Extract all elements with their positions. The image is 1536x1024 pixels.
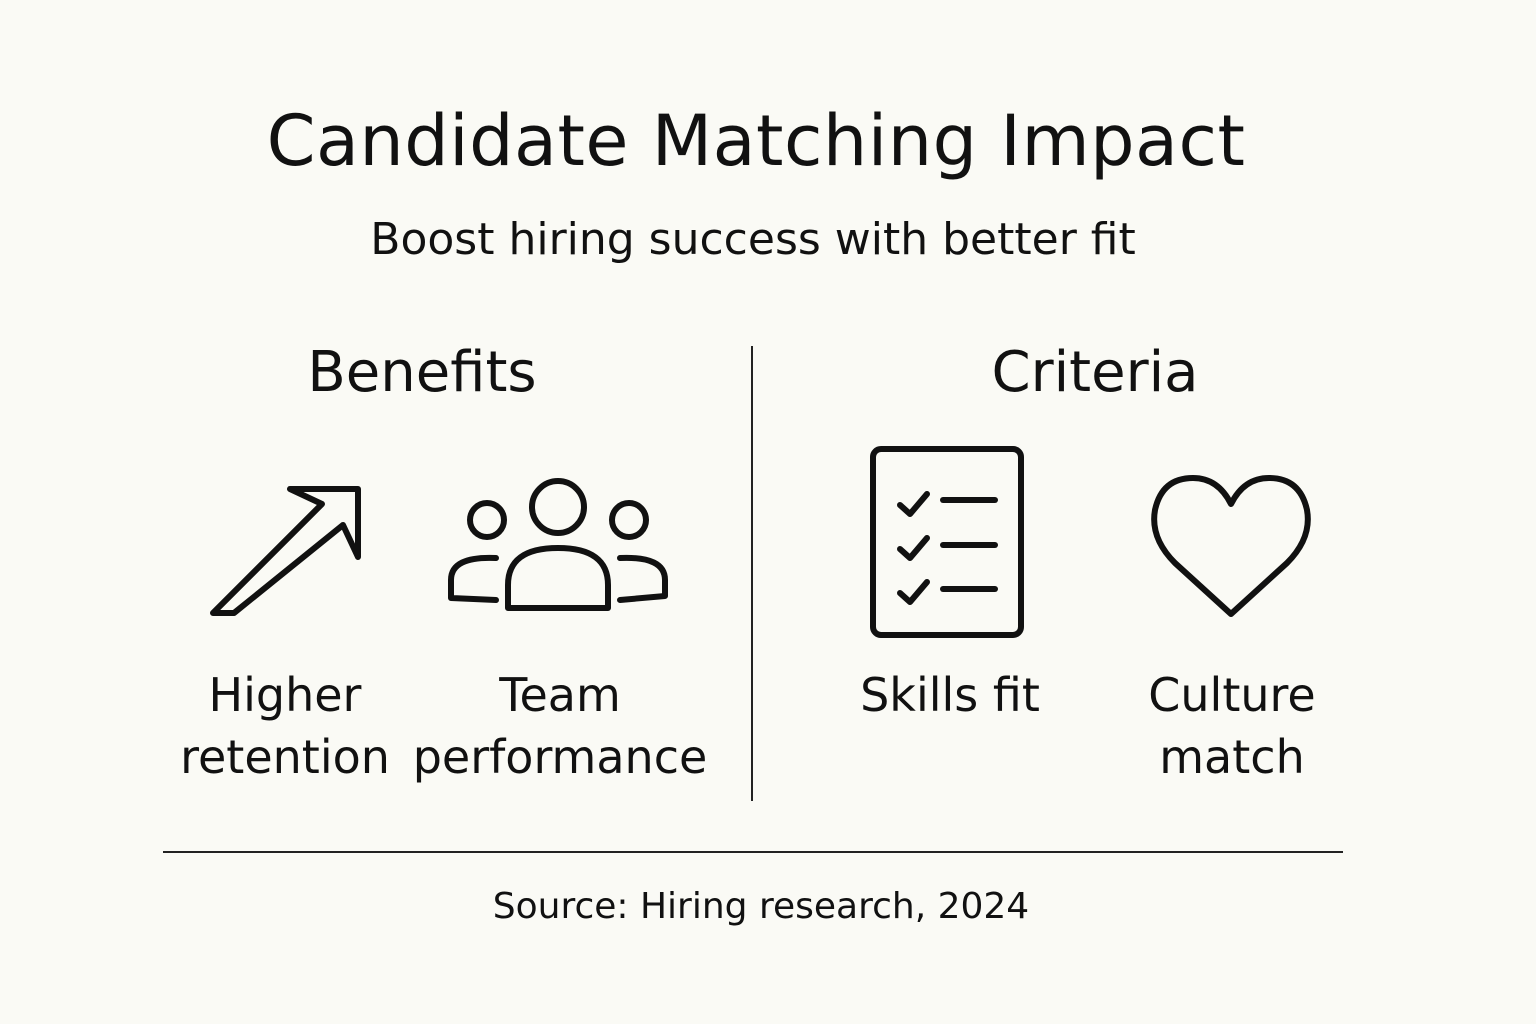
label-line: performance: [412, 730, 708, 784]
subtitle: Boost hiring success with better fit: [370, 214, 1136, 265]
arrow-up-right-icon: [210, 486, 361, 616]
label-line: Higher: [208, 668, 362, 722]
label-line: Culture: [1148, 668, 1316, 722]
page-title: Candidate Matching Impact: [266, 100, 1246, 182]
checklist-icon: [870, 446, 1024, 638]
benefit-label-retention: Higher retention: [145, 664, 425, 788]
label-line: match: [1159, 730, 1305, 784]
criteria-label-skills: Skills fit: [810, 664, 1090, 726]
criteria-heading: Criteria: [991, 340, 1199, 405]
people-group-icon: [448, 478, 668, 611]
vertical-divider: [751, 346, 753, 801]
horizontal-divider: [163, 851, 1343, 853]
heart-icon: [1151, 475, 1311, 617]
benefits-heading: Benefits: [307, 340, 537, 405]
benefit-label-team: Team performance: [405, 664, 715, 788]
criteria-label-culture: Culture match: [1092, 664, 1372, 788]
label-line: retention: [180, 730, 390, 784]
label-line: Team: [499, 668, 621, 722]
source-note: Source: Hiring research, 2024: [492, 886, 1030, 927]
label-line: Skills fit: [860, 668, 1040, 722]
